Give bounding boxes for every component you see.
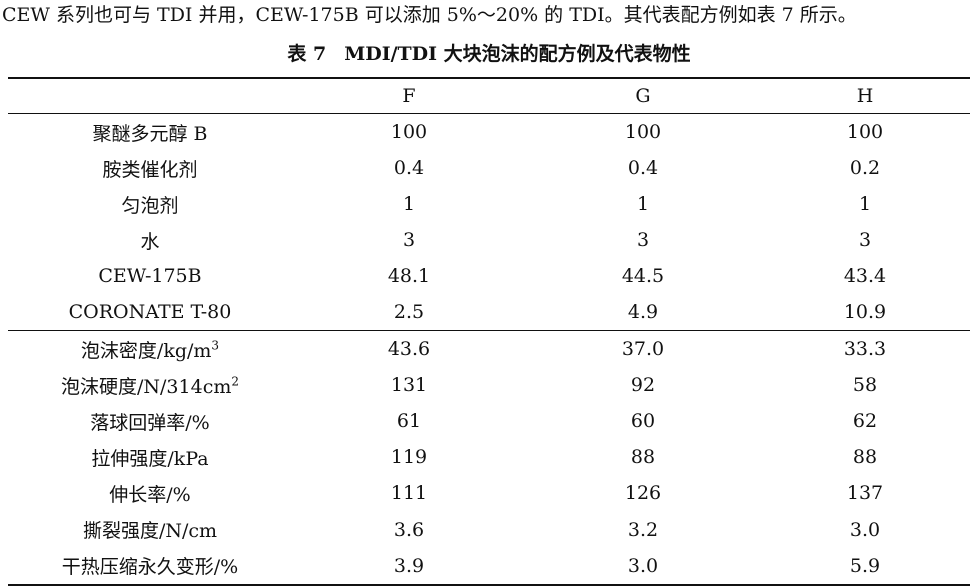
cell-f: 43.6	[292, 330, 526, 368]
row-label: 拉伸强度/kPa	[91, 447, 209, 470]
header-column-f: F	[292, 77, 526, 114]
cell-h: 3.0	[849, 518, 881, 541]
cell-h: 33.3	[760, 330, 970, 368]
cell-f: 48.1	[387, 265, 431, 288]
cell-g: 88	[630, 446, 656, 469]
cell-f: 3.6	[393, 518, 425, 541]
row-label: 水	[140, 230, 160, 253]
cell-g: 126	[624, 482, 662, 505]
cell-h: 62	[852, 410, 878, 433]
cell-g: 0.4	[627, 157, 659, 180]
table-row: 泡沫密度/kg/m3 43.6 37.0 33.3	[8, 330, 970, 368]
cell-f: 1	[402, 193, 416, 216]
cell-f: 119	[390, 446, 428, 469]
row-label: 匀泡剂	[121, 194, 179, 217]
table-header-row: F G H	[8, 77, 970, 114]
table-caption: 表 7 MDI/TDI 大块泡沫的配方例及代表物性	[0, 42, 978, 66]
table-row: 聚醚多元醇 B 100 100 100	[8, 114, 970, 151]
table-row: 干热压缩永久变形/% 3.9 3.0 5.9	[8, 547, 970, 586]
row-label: 泡沫密度/kg/m3	[8, 330, 292, 368]
cell-h: 5.9	[760, 547, 970, 586]
cell-h: 1	[858, 193, 872, 216]
cell-g: 3.2	[627, 518, 659, 541]
row-label: 胺类催化剂	[102, 158, 198, 181]
cell-f: 2.5	[393, 301, 425, 324]
table-row: 伸长率/% 111 126 137	[8, 475, 970, 511]
row-label: CEW-175B	[98, 265, 202, 288]
table-title: MDI/TDI 大块泡沫的配方例及代表物性	[344, 43, 691, 65]
header-column-h: H	[760, 77, 970, 114]
cell-f: 3.9	[292, 547, 526, 586]
row-label-text: 泡沫硬度/N/314cm	[61, 375, 232, 398]
cell-h: 3	[858, 229, 872, 252]
row-label: 撕裂强度/N/cm	[82, 520, 218, 543]
cell-h: 0.2	[849, 157, 881, 180]
row-label: 干热压缩永久变形/%	[8, 547, 292, 586]
cell-f: 111	[390, 482, 428, 505]
cell-g: 60	[630, 410, 656, 433]
row-label-text: 泡沫密度/kg/m	[80, 339, 212, 362]
cell-h: 137	[846, 482, 884, 505]
superscript: 2	[231, 374, 239, 389]
cell-f: 61	[396, 410, 422, 433]
row-label: 聚醚多元醇 B	[92, 122, 208, 145]
row-label: 落球回弹率/%	[90, 411, 210, 434]
row-label: 伸长率/%	[109, 483, 191, 506]
cell-h: 43.4	[843, 265, 887, 288]
cell-f: 3	[402, 229, 416, 252]
table-row: 匀泡剂 1 1 1	[8, 186, 970, 222]
header-column-g: G	[526, 77, 760, 114]
cell-g: 37.0	[526, 330, 760, 368]
cell-f: 131	[390, 374, 428, 397]
table-number: 表 7	[287, 43, 327, 65]
table-row: CORONATE T-80 2.5 4.9 10.9	[8, 294, 970, 331]
header-label-column	[8, 77, 292, 114]
table-row: 泡沫硬度/N/314cm2 131 92 58	[8, 367, 970, 403]
cell-g: 1	[636, 193, 650, 216]
cell-f: 100	[390, 121, 428, 144]
row-label: 泡沫硬度/N/314cm2	[8, 367, 292, 403]
cell-f: 0.4	[393, 157, 425, 180]
table-row: 水 3 3 3	[8, 222, 970, 258]
cell-h: 88	[852, 446, 878, 469]
table-row: 落球回弹率/% 61 60 62	[8, 403, 970, 439]
cell-g: 3	[636, 229, 650, 252]
cell-g: 92	[630, 374, 656, 397]
cell-g: 100	[624, 121, 662, 144]
cell-g: 4.9	[627, 301, 659, 324]
cell-h: 58	[852, 374, 878, 397]
table-row: 拉伸强度/kPa 119 88 88	[8, 439, 970, 475]
cell-h: 100	[846, 121, 884, 144]
cell-g: 44.5	[621, 265, 665, 288]
table-row: CEW-175B 48.1 44.5 43.4	[8, 258, 970, 294]
table-row: 撕裂强度/N/cm 3.6 3.2 3.0	[8, 512, 970, 548]
row-label: CORONATE T-80	[68, 301, 232, 324]
superscript: 3	[211, 338, 220, 353]
table-row: 胺类催化剂 0.4 0.4 0.2	[8, 150, 970, 186]
cell-g: 3.0	[526, 547, 760, 586]
formulation-table: F G H 聚醚多元醇 B 100 100 100 胺类催化剂 0.4 0.4 …	[8, 77, 970, 586]
intro-paragraph: CEW 系列也可与 TDI 并用，CEW-175B 可以添加 5%～20% 的 …	[2, 4, 857, 26]
cell-h: 10.9	[843, 301, 887, 324]
